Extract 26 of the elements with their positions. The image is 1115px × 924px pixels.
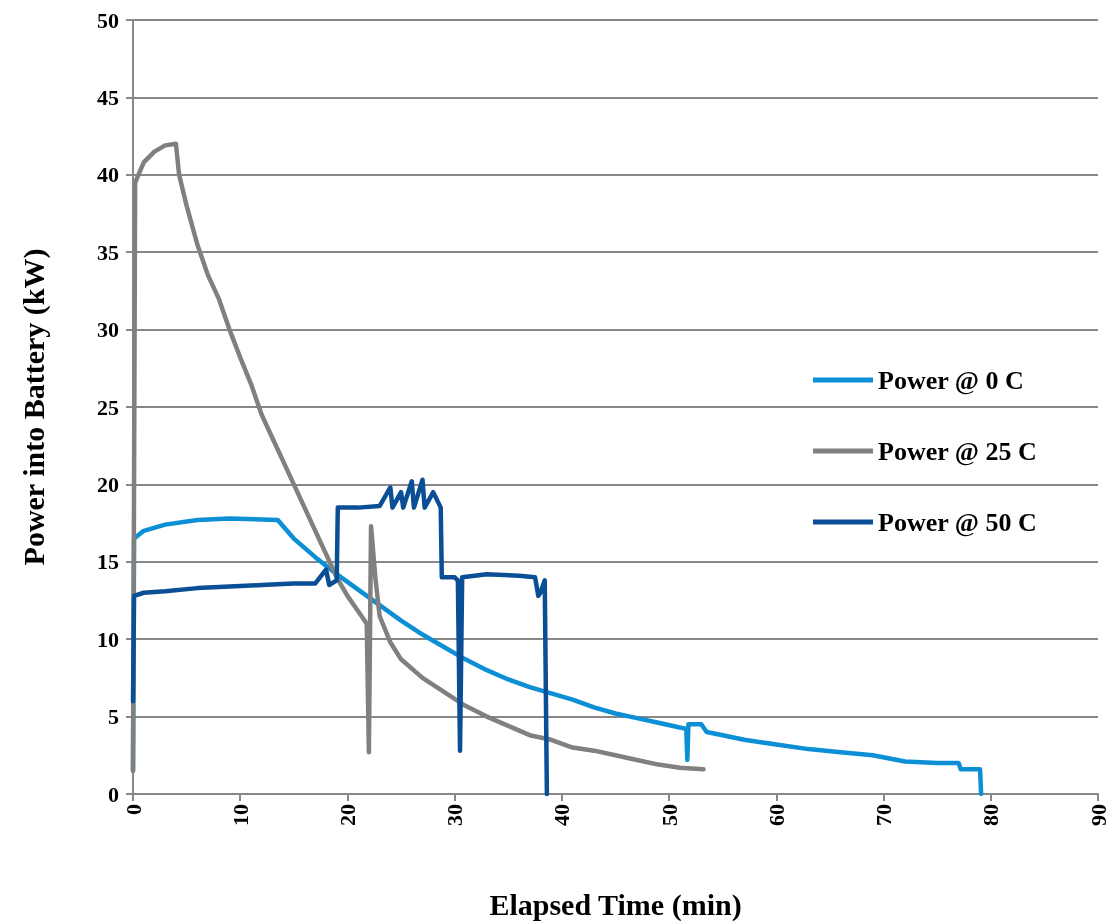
x-tick-label: 80 — [978, 804, 1004, 826]
y-tick-label: 20 — [97, 471, 119, 497]
x-tick-label: 0 — [120, 804, 146, 815]
y-tick-label: 0 — [108, 781, 119, 807]
y-tick-label: 25 — [97, 394, 119, 420]
y-tick-label: 45 — [97, 84, 119, 110]
y-tick-label: 30 — [97, 317, 119, 343]
y-tick-label: 35 — [97, 239, 119, 265]
y-axis-title: Power into Battery (kW) — [16, 248, 51, 566]
y-tick-label: 5 — [108, 704, 119, 730]
x-tick-label: 10 — [227, 804, 253, 826]
x-tick-label: 40 — [549, 804, 575, 826]
x-tick-label: 20 — [334, 804, 360, 826]
y-tick-label: 50 — [97, 7, 119, 33]
y-tick-label: 10 — [97, 626, 119, 652]
legend-label: Power @ 50 C — [878, 507, 1037, 537]
y-tick-label: 40 — [97, 162, 119, 188]
y-tick-label: 15 — [97, 549, 119, 575]
legend-label: Power @ 0 C — [878, 365, 1024, 395]
x-tick-label: 90 — [1085, 804, 1111, 826]
x-tick-label: 60 — [763, 804, 789, 826]
x-tick-label: 30 — [442, 804, 468, 826]
legend-label: Power @ 25 C — [878, 436, 1037, 466]
x-tick-label: 70 — [871, 804, 897, 826]
x-axis-title: Elapsed Time (min) — [489, 887, 742, 922]
x-tick-label: 50 — [656, 804, 682, 826]
